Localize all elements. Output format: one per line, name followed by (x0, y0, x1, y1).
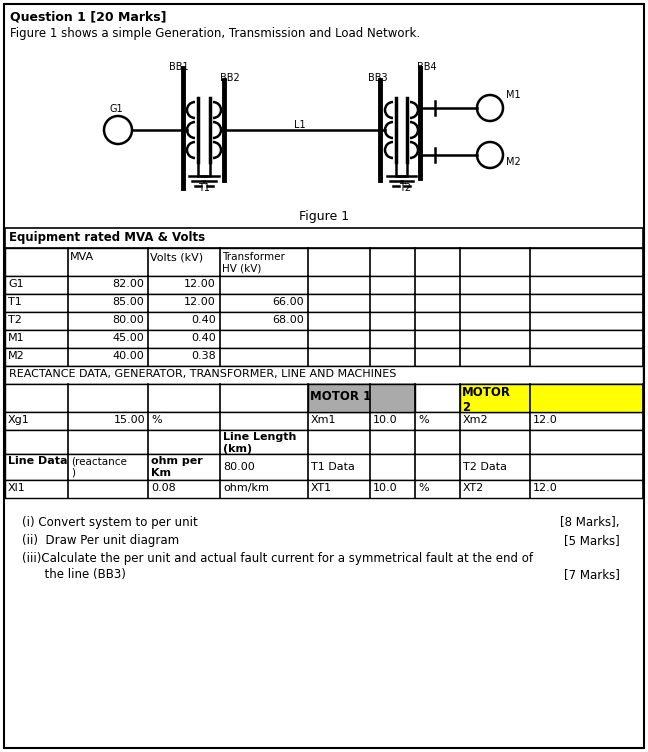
Text: 10.0: 10.0 (373, 415, 398, 425)
Text: 0.40: 0.40 (191, 333, 216, 343)
Text: Question 1 [20 Marks]: Question 1 [20 Marks] (10, 10, 167, 23)
Text: Figure 1 shows a simple Generation, Transmission and Load Network.: Figure 1 shows a simple Generation, Tran… (10, 27, 420, 40)
Text: 40.00: 40.00 (112, 351, 144, 361)
Text: BB2: BB2 (220, 73, 240, 83)
Text: (i) Convert system to per unit: (i) Convert system to per unit (22, 516, 198, 529)
Text: Xm2: Xm2 (463, 415, 489, 425)
Text: Xm1: Xm1 (311, 415, 336, 425)
Text: M2: M2 (8, 351, 25, 361)
Bar (5, 366, 643, 384)
Text: ohm per
Km: ohm per Km (151, 456, 203, 478)
Bar (5, 294, 643, 312)
Text: 0.40: 0.40 (191, 315, 216, 325)
Text: REACTANCE DATA, GENERATOR, TRANSFORMER, LINE AND MACHINES: REACTANCE DATA, GENERATOR, TRANSFORMER, … (9, 369, 397, 379)
Text: 45.00: 45.00 (112, 333, 144, 343)
Bar (5, 454, 643, 480)
Text: 12.00: 12.00 (184, 279, 216, 289)
Text: Xl1: Xl1 (8, 483, 26, 493)
Text: T2: T2 (399, 183, 411, 193)
Text: (reactance
): (reactance ) (71, 456, 127, 478)
Text: 80.00: 80.00 (223, 462, 255, 472)
Text: BB1: BB1 (169, 62, 189, 72)
Text: 82.00: 82.00 (112, 279, 144, 289)
Bar (308, 384, 415, 412)
Text: %: % (151, 415, 161, 425)
Text: Volts (kV): Volts (kV) (150, 252, 203, 262)
Text: Line Data: Line Data (8, 456, 67, 466)
Bar (5, 480, 643, 498)
Text: Transformer
HV (kV): Transformer HV (kV) (222, 252, 285, 274)
Text: Line Length
(km): Line Length (km) (223, 432, 296, 453)
Text: M2: M2 (506, 157, 521, 167)
Text: 0.08: 0.08 (151, 483, 176, 493)
Bar (5, 228, 643, 248)
Text: 0.38: 0.38 (191, 351, 216, 361)
Bar (460, 384, 643, 412)
Text: T1: T1 (198, 183, 210, 193)
Text: M1: M1 (506, 90, 520, 100)
Text: %: % (418, 415, 428, 425)
Text: [7 Marks]: [7 Marks] (564, 568, 620, 581)
Text: ohm/km: ohm/km (223, 483, 269, 493)
Text: MOTOR 1: MOTOR 1 (310, 390, 371, 403)
Text: BB3: BB3 (368, 73, 388, 83)
Text: 12.00: 12.00 (184, 297, 216, 307)
Text: T2: T2 (8, 315, 22, 325)
Text: 85.00: 85.00 (112, 297, 144, 307)
Text: Equipment rated MVA & Volts: Equipment rated MVA & Volts (9, 231, 205, 244)
Text: 10.0: 10.0 (373, 483, 398, 493)
Text: MOTOR
2: MOTOR 2 (462, 386, 511, 414)
Text: T2 Data: T2 Data (463, 462, 507, 472)
Text: 12.0: 12.0 (533, 483, 558, 493)
Text: Figure 1: Figure 1 (299, 210, 349, 223)
Bar (5, 384, 643, 412)
Text: BB4: BB4 (417, 62, 437, 72)
Text: [8 Marks],: [8 Marks], (561, 516, 620, 529)
Bar (5, 276, 643, 294)
Text: G1: G1 (8, 279, 23, 289)
Text: (iii)Calculate the per unit and actual fault current for a symmetrical fault at : (iii)Calculate the per unit and actual f… (22, 552, 533, 565)
Text: 15.00: 15.00 (113, 415, 145, 425)
Text: M1: M1 (8, 333, 25, 343)
Text: Xg1: Xg1 (8, 415, 30, 425)
Text: [5 Marks]: [5 Marks] (564, 534, 620, 547)
Text: XT1: XT1 (311, 483, 332, 493)
Bar (5, 330, 643, 348)
Text: T1: T1 (8, 297, 22, 307)
Bar (5, 248, 643, 276)
Bar (5, 412, 643, 430)
Text: (ii)  Draw Per unit diagram: (ii) Draw Per unit diagram (22, 534, 179, 547)
Bar (5, 348, 643, 366)
Text: XT2: XT2 (463, 483, 484, 493)
Text: T1 Data: T1 Data (311, 462, 355, 472)
Text: 80.00: 80.00 (112, 315, 144, 325)
Bar (5, 312, 643, 330)
Text: MVA: MVA (70, 252, 94, 262)
Text: G1: G1 (110, 104, 124, 114)
Bar (5, 430, 643, 454)
Text: 66.00: 66.00 (272, 297, 304, 307)
Text: L1: L1 (294, 120, 306, 130)
Text: the line (BB3): the line (BB3) (22, 568, 126, 581)
Text: %: % (418, 483, 428, 493)
Text: 12.0: 12.0 (533, 415, 558, 425)
Text: 68.00: 68.00 (272, 315, 304, 325)
